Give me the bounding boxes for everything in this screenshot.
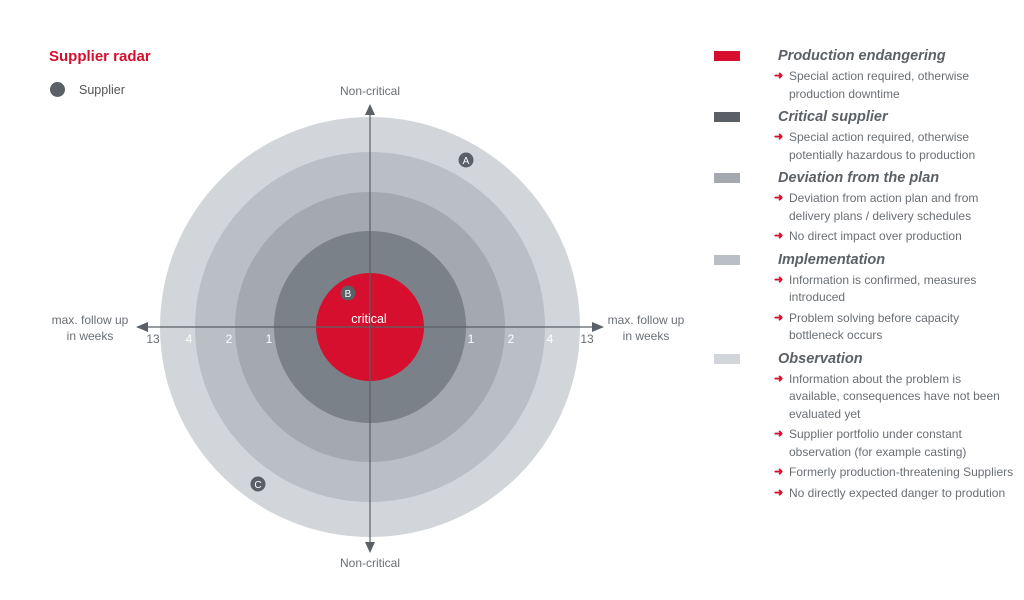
arrow-up-icon [365, 104, 375, 115]
arrow-right-icon: ➜ [774, 273, 784, 286]
tick-left-1: 1 [266, 332, 273, 346]
legend-category-title: Production endangering [778, 48, 946, 64]
arrow-right-icon: ➜ [774, 486, 784, 499]
axis-label-right: max. follow up in weeks [607, 313, 685, 343]
tick-right-2: 2 [508, 332, 515, 346]
arrow-left-icon [136, 322, 148, 332]
legend-item: ➜ Special action required, otherwise pote… [774, 129, 1014, 164]
axis-label-top: Non-critical [339, 84, 400, 98]
supplier-dot-icon [50, 82, 65, 97]
legend-item-text: Problem solving before capacity bottlene… [789, 310, 960, 343]
svg-text:C: C [254, 480, 261, 491]
legend-category: Production endangering ➜ Special action re… [714, 47, 1014, 103]
legend: Production endangering ➜ Special action re… [714, 47, 1014, 507]
arrow-right-icon: ➜ [774, 230, 784, 242]
svg-text:B: B [345, 289, 352, 300]
tick-right-4: 4 [547, 332, 554, 346]
legend-item: ➜ Special action required, otherwise prod… [774, 68, 1014, 103]
legend-item: ➜ Information about the problem is availa… [774, 371, 1014, 424]
legend-item: ➜ Supplier portfolio under constant obser… [774, 426, 1014, 461]
legend-swatch [714, 353, 740, 364]
legend-item: ➜ Deviation from action plan and from del… [774, 190, 1014, 225]
legend-item: ➜ No directly expected danger to produtio… [774, 485, 1014, 503]
svg-text:A: A [463, 156, 470, 167]
legend-category-title: Implementation [778, 251, 886, 268]
diagram-title: Supplier radar [49, 48, 151, 65]
tick-left-2: 2 [226, 332, 233, 346]
supplier-marker-b[interactable]: B [340, 285, 356, 301]
arrow-down-icon [365, 542, 375, 553]
arrow-right-icon: ➜ [774, 311, 784, 324]
legend-category: Implementation ➜ Information is confirmed,… [714, 251, 1014, 345]
legend-item-text: No directly expected danger to prodution [789, 485, 1006, 500]
legend-item: ➜ Formerly production-threatening Supplie… [774, 464, 1014, 482]
legend-category-title: Deviation from the plan [778, 170, 940, 186]
axis-label-left: max. follow up in weeks [51, 313, 129, 343]
legend-swatch [714, 51, 740, 61]
supplier-marker-c[interactable]: C [250, 476, 266, 492]
arrow-right-icon: ➜ [774, 372, 784, 385]
tick-right-13: 13 [580, 332, 594, 346]
legend-category: Deviation from the plan ➜ Deviation from a… [714, 169, 1014, 246]
tick-right-1: 1 [468, 332, 475, 346]
legend-item: ➜ Problem solving before capacity bottlen… [774, 310, 1014, 345]
legend-category: Critical supplier ➜ Special action require… [714, 108, 1014, 164]
legend-item: ➜ No direct impact over production [774, 228, 1014, 246]
tick-left-13: 13 [146, 332, 160, 346]
radar-chart: 13 4 2 1 1 2 4 13 critical A B C [136, 104, 604, 553]
center-label: critical [351, 312, 386, 326]
legend-item-text: Deviation from action plan and from deli… [789, 191, 979, 223]
axis-label-bottom: Non-critical [339, 556, 400, 570]
supplier-marker-a[interactable]: A [458, 152, 474, 168]
legend-swatch [714, 254, 740, 265]
legend-category-title: Observation [778, 350, 863, 367]
legend-category: Observation ➜ Information about the proble… [714, 350, 1014, 503]
legend-item-text: Special action required, otherwise produ… [789, 69, 970, 101]
arrow-right-icon: ➜ [774, 466, 784, 478]
legend-item-text: Special action required, otherwise poten… [789, 130, 976, 162]
legend-category-title: Critical supplier [778, 109, 888, 125]
legend-item-text: Information is confirmed, measures intro… [789, 272, 977, 305]
legend-item: ➜ Information is confirmed, measures intr… [774, 272, 1014, 307]
legend-item-text: Supplier portfolio under constant observ… [789, 427, 967, 459]
arrow-right-icon: ➜ [774, 131, 784, 143]
arrow-right-icon: ➜ [774, 192, 784, 204]
legend-item-text: Formerly production-threatening Supplier… [789, 465, 1014, 479]
legend-item-text: Information about the problem is availab… [789, 371, 1000, 421]
arrow-right-icon [592, 322, 604, 332]
legend-item-text: No direct impact over production [789, 229, 962, 243]
legend-swatch [714, 112, 740, 122]
legend-swatch [714, 173, 740, 183]
supplier-key: Supplier [50, 82, 125, 97]
arrow-right-icon: ➜ [774, 428, 784, 440]
arrow-right-icon: ➜ [774, 70, 784, 82]
supplier-key-label: Supplier [79, 82, 125, 97]
tick-left-4: 4 [186, 332, 193, 346]
